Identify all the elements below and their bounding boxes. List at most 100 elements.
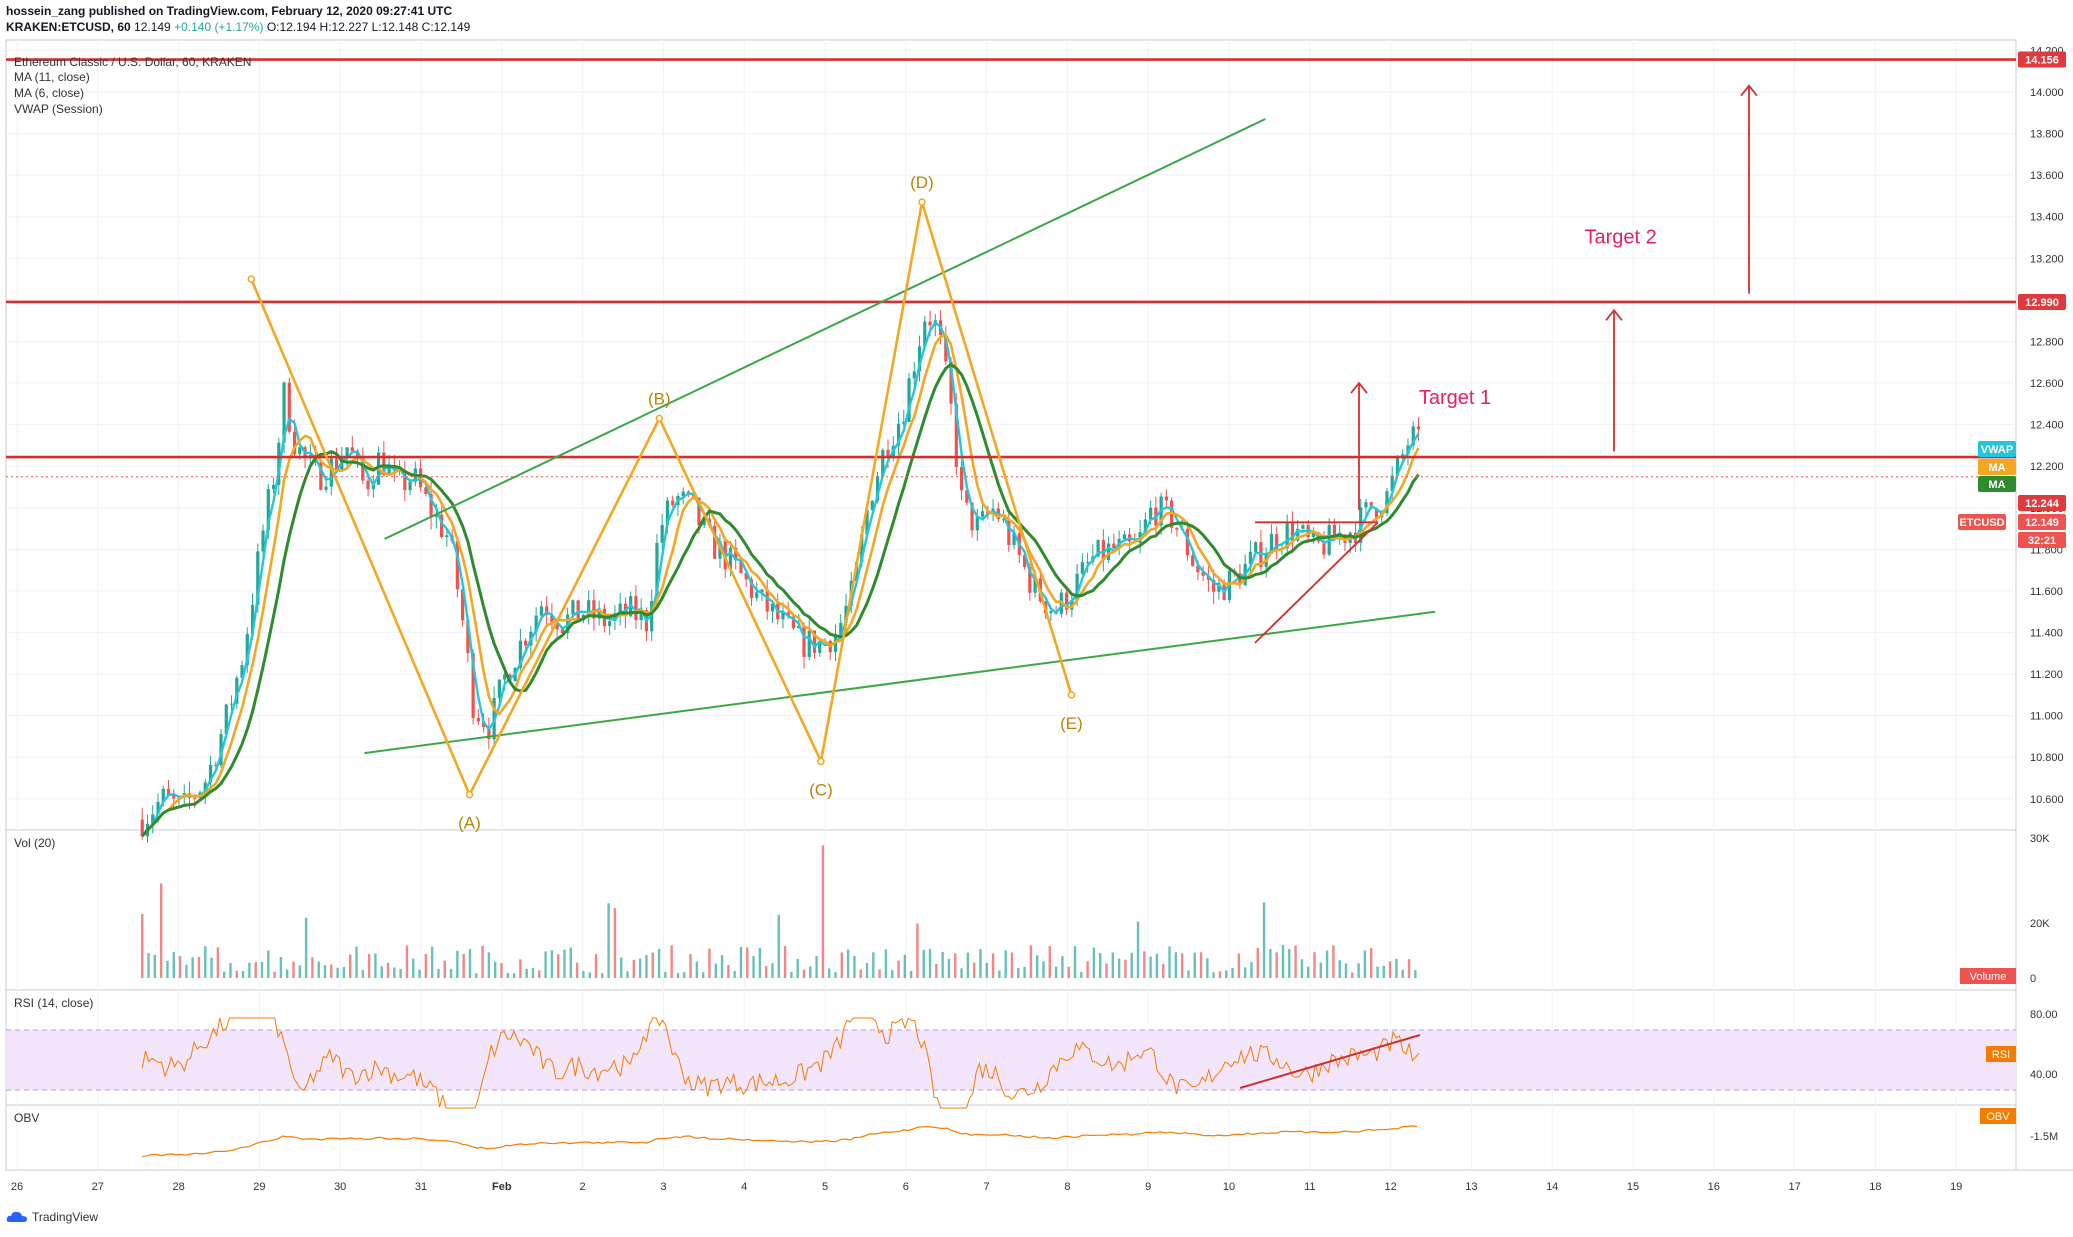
candle-body xyxy=(1285,522,1289,549)
candle-body xyxy=(550,614,554,623)
volume-bar xyxy=(821,845,825,978)
rsi-trendline xyxy=(1239,1034,1421,1089)
candle-body xyxy=(975,516,979,531)
volume-bar xyxy=(1319,962,1322,978)
candle-body xyxy=(1290,522,1295,541)
price-pane[interactable] xyxy=(5,39,2017,831)
price-label: MA xyxy=(1988,479,2005,491)
volume-bar xyxy=(941,951,944,978)
volume-bar xyxy=(651,952,654,978)
instrument-title[interactable]: Ethereum Classic / U.S. Dollar, 60, KRAK… xyxy=(14,55,252,69)
volume-bars: Volume xyxy=(141,845,2016,984)
volume-bar xyxy=(500,963,503,978)
volume-bar xyxy=(1225,970,1228,978)
volume-bar xyxy=(386,962,390,978)
volume-bar xyxy=(1035,955,1039,978)
candle-body xyxy=(1175,527,1179,530)
volume-bar xyxy=(1061,956,1064,978)
candle-body xyxy=(844,605,848,623)
time-tick-label: 6 xyxy=(903,1181,909,1193)
candle-body xyxy=(870,500,874,510)
candle-body xyxy=(1101,539,1105,561)
volume-bar xyxy=(632,959,636,978)
volume-bar xyxy=(153,954,157,978)
candle-body xyxy=(366,480,370,490)
volume-bar xyxy=(1105,963,1108,978)
volume-bar xyxy=(1124,959,1127,978)
wave-label: (D) xyxy=(910,173,934,192)
candle-body xyxy=(965,490,969,503)
ohlc-high: H:12.227 xyxy=(319,20,369,34)
candle-body xyxy=(156,801,160,815)
volume-bar xyxy=(229,962,232,978)
price-label: 14.156 xyxy=(2025,55,2059,67)
volume-bar xyxy=(531,968,535,978)
candle-body xyxy=(429,494,433,518)
wave-pattern: (A) (B) (C) (D) (E) xyxy=(247,173,1083,833)
candle-body xyxy=(744,573,748,580)
volume-bar xyxy=(1155,953,1159,978)
footer-brand[interactable]: TradingView xyxy=(6,1210,98,1224)
volume-bar xyxy=(1130,952,1133,978)
volume-bar xyxy=(828,968,831,978)
candle-body xyxy=(319,462,323,490)
volume-bar xyxy=(620,957,623,978)
candle-body xyxy=(739,560,743,574)
ma6-line xyxy=(141,333,1420,838)
time-tick-label: 15 xyxy=(1627,1181,1639,1193)
volume-bar xyxy=(1199,952,1203,978)
time-tick-label: 19 xyxy=(1950,1181,1962,1193)
price-label: 12.244 xyxy=(2025,498,2060,510)
volume-bar xyxy=(764,966,768,978)
target-arrowhead xyxy=(1740,84,1758,97)
volume-bar xyxy=(1357,963,1360,978)
rsi-path xyxy=(141,1017,1420,1109)
candle-body xyxy=(818,640,822,653)
indicator-ma6[interactable]: MA (6, close) xyxy=(14,86,85,100)
volume-bar xyxy=(424,954,428,978)
obv-pane[interactable] xyxy=(5,1104,2017,1171)
time-tick-label: 13 xyxy=(1465,1181,1477,1193)
candle-body xyxy=(613,613,617,622)
volume-bar xyxy=(1004,950,1007,978)
candle-body xyxy=(1311,532,1316,537)
price-label-bg xyxy=(2018,293,2066,310)
target-label: Target 1 xyxy=(1419,387,1491,409)
candle-body xyxy=(865,509,869,535)
volume-bar xyxy=(676,973,680,978)
candle-body xyxy=(256,551,260,605)
candle-body xyxy=(923,321,927,347)
volume-bar xyxy=(1401,969,1404,978)
vol-pane-label[interactable]: Vol (20) xyxy=(14,836,56,850)
trendlines xyxy=(364,118,1436,755)
time-tick-label: 11 xyxy=(1304,1181,1315,1193)
volume-bar xyxy=(418,969,421,978)
volume-bar xyxy=(216,947,220,978)
indicator-ma11[interactable]: MA (11, close) xyxy=(14,70,90,84)
volume-bar xyxy=(556,954,560,978)
volume-bar xyxy=(960,968,963,978)
candle-body xyxy=(807,630,811,657)
time-axis: 26 27 28 29 30 31 Feb 2 3 4 5 6 7 8 9 10 11 12 13 14 15 16 17 1… xyxy=(11,1181,1962,1193)
candle-body xyxy=(912,371,916,379)
time-tick-label: 31 xyxy=(415,1181,427,1193)
obv-pane-label[interactable]: OBV xyxy=(14,1111,40,1125)
volume-bar xyxy=(777,914,780,978)
candle-body xyxy=(1075,573,1079,601)
candle-body xyxy=(345,447,349,458)
indicator-vwap[interactable]: VWAP (Session) xyxy=(14,102,103,116)
candle-body xyxy=(555,622,559,630)
rsi-pane-label[interactable]: RSI (14, close) xyxy=(14,996,94,1010)
volume-bar xyxy=(815,955,818,978)
volume-bar xyxy=(512,973,516,978)
candle-body xyxy=(219,734,223,766)
volume-bar xyxy=(714,963,717,978)
candle-body xyxy=(1149,507,1153,520)
volume-bar xyxy=(1218,971,1222,978)
volume-bar xyxy=(1180,953,1184,978)
candle-body xyxy=(497,679,501,698)
volume-bar xyxy=(210,957,213,978)
target-arrowhead xyxy=(1350,381,1368,394)
candle-body xyxy=(875,476,880,501)
